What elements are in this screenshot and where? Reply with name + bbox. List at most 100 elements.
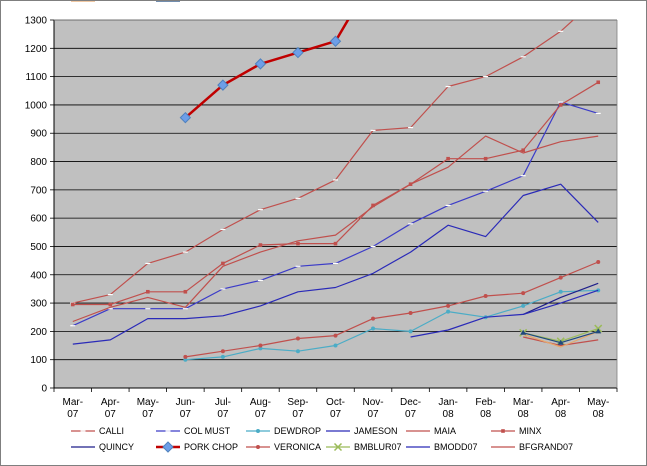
- data-point: [108, 302, 113, 307]
- series-line: [185, 261, 599, 358]
- series-mildred: [520, 328, 602, 345]
- data-point: [256, 445, 260, 449]
- legend-label: BMBLUR07: [354, 442, 402, 452]
- x-tick-label: Mar-08: [513, 397, 534, 420]
- legend-label: VERONICA: [274, 442, 321, 452]
- series-line: [184, 20, 350, 119]
- series-minx: [70, 80, 601, 307]
- x-tick-label: Apr-07: [101, 397, 120, 420]
- x-tick-label: May-08: [587, 397, 609, 420]
- data-point: [254, 58, 267, 70]
- data-point: [557, 339, 564, 345]
- data-point: [221, 261, 225, 266]
- data-point: [333, 343, 338, 348]
- data-point: [183, 357, 188, 362]
- y-tick-label: 900: [30, 129, 47, 140]
- series-line: [72, 183, 599, 345]
- data-point: [521, 303, 526, 308]
- data-point: [220, 349, 225, 354]
- series-stippey: [523, 330, 599, 348]
- legend-item: MINX: [491, 426, 542, 436]
- x-tick-label: Aug-07: [250, 397, 271, 420]
- legend-label: BMODD07: [434, 442, 478, 452]
- legend-item: BFGRAND07: [491, 442, 573, 452]
- legend-item: BMODD07: [406, 442, 478, 452]
- data-point: [258, 343, 263, 348]
- series-col-must: [70, 101, 601, 327]
- series-line: [522, 282, 599, 315]
- y-axis-tick-labels: 0 100 200 300 400 500 600 700 800 900 1000 1100 1200…: [25, 16, 48, 395]
- legend-label: STIPPEY: [99, 1, 137, 3]
- legend-item: VERONICA: [246, 442, 321, 452]
- data-series: [70, 20, 603, 362]
- data-point: [70, 302, 75, 307]
- legend-item: COL MUST: [156, 426, 231, 436]
- data-point: [520, 329, 527, 335]
- data-point: [408, 329, 413, 334]
- data-point: [595, 328, 602, 334]
- series-dewdrop: [183, 288, 601, 362]
- series-line: [185, 289, 599, 361]
- x-tick-label: Feb-08: [475, 397, 496, 420]
- series-jameson: [72, 183, 599, 345]
- data-point: [596, 80, 601, 85]
- y-tick-label: 700: [30, 185, 47, 196]
- y-tick-label: 600: [30, 214, 47, 225]
- legend-label: MAIA: [434, 426, 456, 436]
- legend-label: QUINCY: [99, 442, 134, 452]
- y-tick-label: 200: [30, 327, 47, 338]
- legend-item: BMBLUR07: [326, 442, 402, 452]
- legend: CALLI COL MUST DEWDROP JAMESON MAIA MINX QUINC…: [71, 1, 573, 453]
- y-tick-label: 800: [30, 157, 47, 168]
- x-tick-label: Mar-07: [62, 397, 83, 420]
- legend-item: MILDRED: [156, 1, 225, 3]
- legend-item: CALLI: [71, 426, 124, 436]
- data-point: [295, 336, 300, 341]
- data-point: [501, 429, 505, 433]
- data-point: [296, 241, 300, 246]
- data-point: [256, 429, 260, 433]
- series-bfgrand07: [523, 336, 599, 347]
- data-point: [371, 316, 376, 321]
- data-point: [521, 148, 525, 153]
- series-line: [523, 330, 599, 348]
- series-pork-chop: [179, 20, 350, 124]
- x-axis-tick-labels: Mar-07 Apr-07 May-07 Jun-07 Jul-07 Aug-07 Sep-…: [53, 388, 618, 420]
- data-point: [371, 326, 376, 331]
- data-point: [258, 243, 263, 247]
- axes: [53, 19, 618, 389]
- data-point: [521, 291, 526, 296]
- legend-item: QUINCY: [71, 442, 134, 452]
- x-tick-label: Nov-07: [362, 397, 383, 420]
- data-point: [558, 103, 563, 107]
- plot-area: [54, 20, 617, 388]
- data-point: [408, 310, 413, 315]
- data-point: [183, 354, 188, 359]
- data-point: [329, 35, 342, 47]
- data-point: [220, 354, 225, 359]
- data-point: [162, 441, 174, 453]
- y-tick-label: 500: [30, 242, 47, 253]
- legend-label: DEWDROP: [274, 426, 321, 436]
- data-point: [558, 275, 563, 280]
- data-point: [295, 349, 300, 354]
- legend-item: JAMESON: [326, 426, 398, 436]
- y-tick-label: 1000: [25, 100, 48, 111]
- series-maia: [72, 135, 599, 323]
- data-point: [596, 288, 601, 293]
- data-point: [183, 289, 188, 294]
- data-point: [446, 303, 451, 308]
- data-point: [217, 79, 229, 91]
- data-point: [333, 333, 338, 338]
- y-tick-label: 0: [41, 384, 47, 395]
- legend-item: STIPPEY: [71, 1, 137, 3]
- legend-label: CALLI: [99, 426, 124, 436]
- data-point: [333, 442, 343, 452]
- legend-item: PORK CHOP: [156, 441, 238, 453]
- data-point: [179, 111, 192, 124]
- series-line: [523, 336, 599, 347]
- data-point: [408, 182, 413, 186]
- y-tick-label: 400: [30, 270, 47, 281]
